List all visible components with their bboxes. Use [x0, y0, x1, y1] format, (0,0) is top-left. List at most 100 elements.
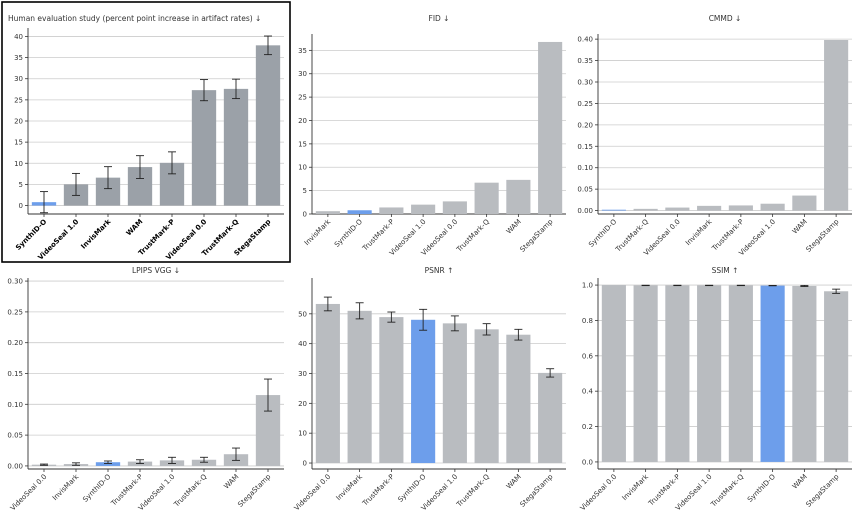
x-tick-label: StegaStamp — [236, 472, 272, 508]
y-tick-label: 0.6 — [582, 352, 594, 360]
y-tick-label: 25 — [298, 94, 307, 102]
y-tick-label: 35 — [298, 47, 307, 55]
x-tick-label: WAM — [791, 473, 809, 491]
bar-trustmark-q — [728, 285, 753, 462]
bar-videoseal-1-0 — [697, 285, 722, 462]
y-tick-label: 35 — [14, 54, 23, 62]
y-tick-label: 0.25 — [7, 308, 23, 316]
bar-synthid-o — [601, 209, 626, 211]
x-tick-label: SynthID-O — [81, 472, 112, 503]
x-tick-label: InvisMark — [335, 472, 365, 502]
x-tick-label: TrustMark-P — [109, 473, 144, 508]
x-tick-label: WAM — [505, 473, 523, 491]
bar-stegastamp — [255, 45, 281, 206]
y-tick-label: 10 — [14, 160, 23, 168]
y-tick-label: 20 — [298, 400, 307, 408]
x-tick-label: InvisMark — [684, 217, 714, 247]
bar-trustmark-p — [379, 207, 404, 214]
bar-videoseal-1-0 — [411, 204, 436, 214]
y-tick-label: 0 — [303, 211, 307, 219]
x-tick-label: TrustMark-Q — [455, 217, 492, 254]
y-tick-label: 5 — [19, 181, 23, 189]
bar-stegastamp — [824, 291, 849, 462]
x-tick-label: WAM — [791, 218, 809, 236]
y-tick-label: 0.0 — [582, 458, 593, 466]
y-tick-label: 15 — [298, 140, 307, 148]
x-tick-label: SynthID-O — [397, 472, 428, 503]
bar-stegastamp — [824, 40, 849, 211]
y-tick-label: 30 — [14, 75, 23, 83]
y-tick-label: 0.4 — [582, 388, 594, 396]
x-tick-label: StegaStamp — [518, 217, 554, 253]
x-tick-label: StegaStamp — [518, 472, 554, 508]
y-tick-label: 1.0 — [582, 282, 593, 290]
chart-panel-2: 0 5 10 15 20 25 30 35 InvisMark SynthID-O TrustMar… — [298, 14, 566, 257]
y-tick-label: 0.00 — [577, 207, 593, 215]
chart-title: FID ↓ — [429, 14, 450, 23]
y-tick-label: 20 — [298, 117, 307, 125]
bar-videoseal-0-0 — [442, 201, 467, 214]
x-tick-label: InvisMark — [80, 218, 113, 251]
x-tick-label: SynthID-O — [333, 217, 364, 248]
bar-videoseal-1-0 — [760, 203, 785, 211]
y-tick-label: 0.35 — [577, 57, 593, 65]
y-tick-label: 0.10 — [577, 164, 593, 172]
bar-invismark — [315, 211, 340, 214]
bar-synthid-o — [760, 285, 785, 462]
bar-wam — [792, 285, 817, 462]
y-tick-label: 0.2 — [582, 423, 593, 431]
x-tick-label: InvisMark — [303, 217, 333, 247]
x-tick-label: InvisMark — [621, 472, 651, 502]
bar-trustmark-q — [474, 182, 499, 214]
bar-wam — [506, 179, 531, 214]
y-tick-label: 0.15 — [577, 143, 593, 151]
bar-invismark — [697, 205, 722, 211]
x-tick-label: WAM — [222, 473, 240, 491]
bar-invismark — [633, 285, 658, 462]
bar-videoseal-0-0 — [601, 285, 626, 462]
y-tick-label: 0.10 — [7, 401, 23, 409]
x-tick-label: VideoSeal 0.0 — [9, 473, 49, 513]
bar-videoseal-1-0 — [442, 323, 467, 464]
x-tick-label: TrustMark-Q — [172, 472, 209, 509]
bar-trustmark-q — [474, 329, 499, 464]
chart-title: LPIPS VGG ↓ — [132, 266, 180, 275]
bar-trustmark-p — [728, 205, 753, 211]
y-tick-label: 0.15 — [7, 370, 23, 378]
chart-title: PSNR ↑ — [425, 266, 454, 275]
y-tick-label: 0 — [303, 460, 307, 468]
y-tick-label: 0.05 — [577, 186, 593, 194]
bar-invismark — [347, 310, 372, 464]
y-tick-label: 0.8 — [582, 317, 593, 325]
bar-stegastamp — [538, 372, 563, 464]
bar-wam — [792, 195, 817, 211]
y-tick-label: 0.20 — [577, 121, 593, 129]
x-tick-label: TrustMark-P — [360, 473, 395, 508]
chart-title: SSIM ↑ — [712, 266, 739, 275]
bar-videoseal-0-0 — [191, 90, 217, 206]
chart-title: Human evaluation study (percent point in… — [8, 14, 261, 23]
bar-trustmark-p — [379, 317, 404, 464]
x-tick-label: InvisMark — [51, 472, 81, 502]
y-tick-label: 0.30 — [577, 79, 593, 87]
chart-panel-3: 0.00 0.05 0.10 0.15 0.20 0.25 0.30 0.35 0.40 Synt… — [577, 14, 852, 257]
y-tick-label: 50 — [298, 310, 307, 318]
x-tick-label: StegaStamp — [804, 217, 840, 253]
chart-title: CMMD ↓ — [709, 14, 742, 23]
x-tick-label: TrustMark-Q — [455, 472, 492, 509]
x-tick-label: TrustMark-Q — [709, 472, 746, 509]
bar-trustmark-q — [223, 88, 249, 206]
x-tick-label: VideoSeal 0.0 — [579, 473, 619, 513]
bar-videoseal-0-0 — [315, 303, 340, 464]
y-tick-label: 40 — [14, 33, 23, 41]
bar-stegastamp — [538, 41, 563, 214]
x-tick-label: SynthID-O — [14, 218, 48, 252]
bar-trustmark-q — [191, 459, 217, 466]
bar-synthid-o — [347, 210, 372, 214]
bar-videoseal-0-0 — [665, 207, 690, 211]
y-tick-label: 0 — [19, 202, 23, 210]
x-tick-label: WAM — [505, 218, 523, 236]
